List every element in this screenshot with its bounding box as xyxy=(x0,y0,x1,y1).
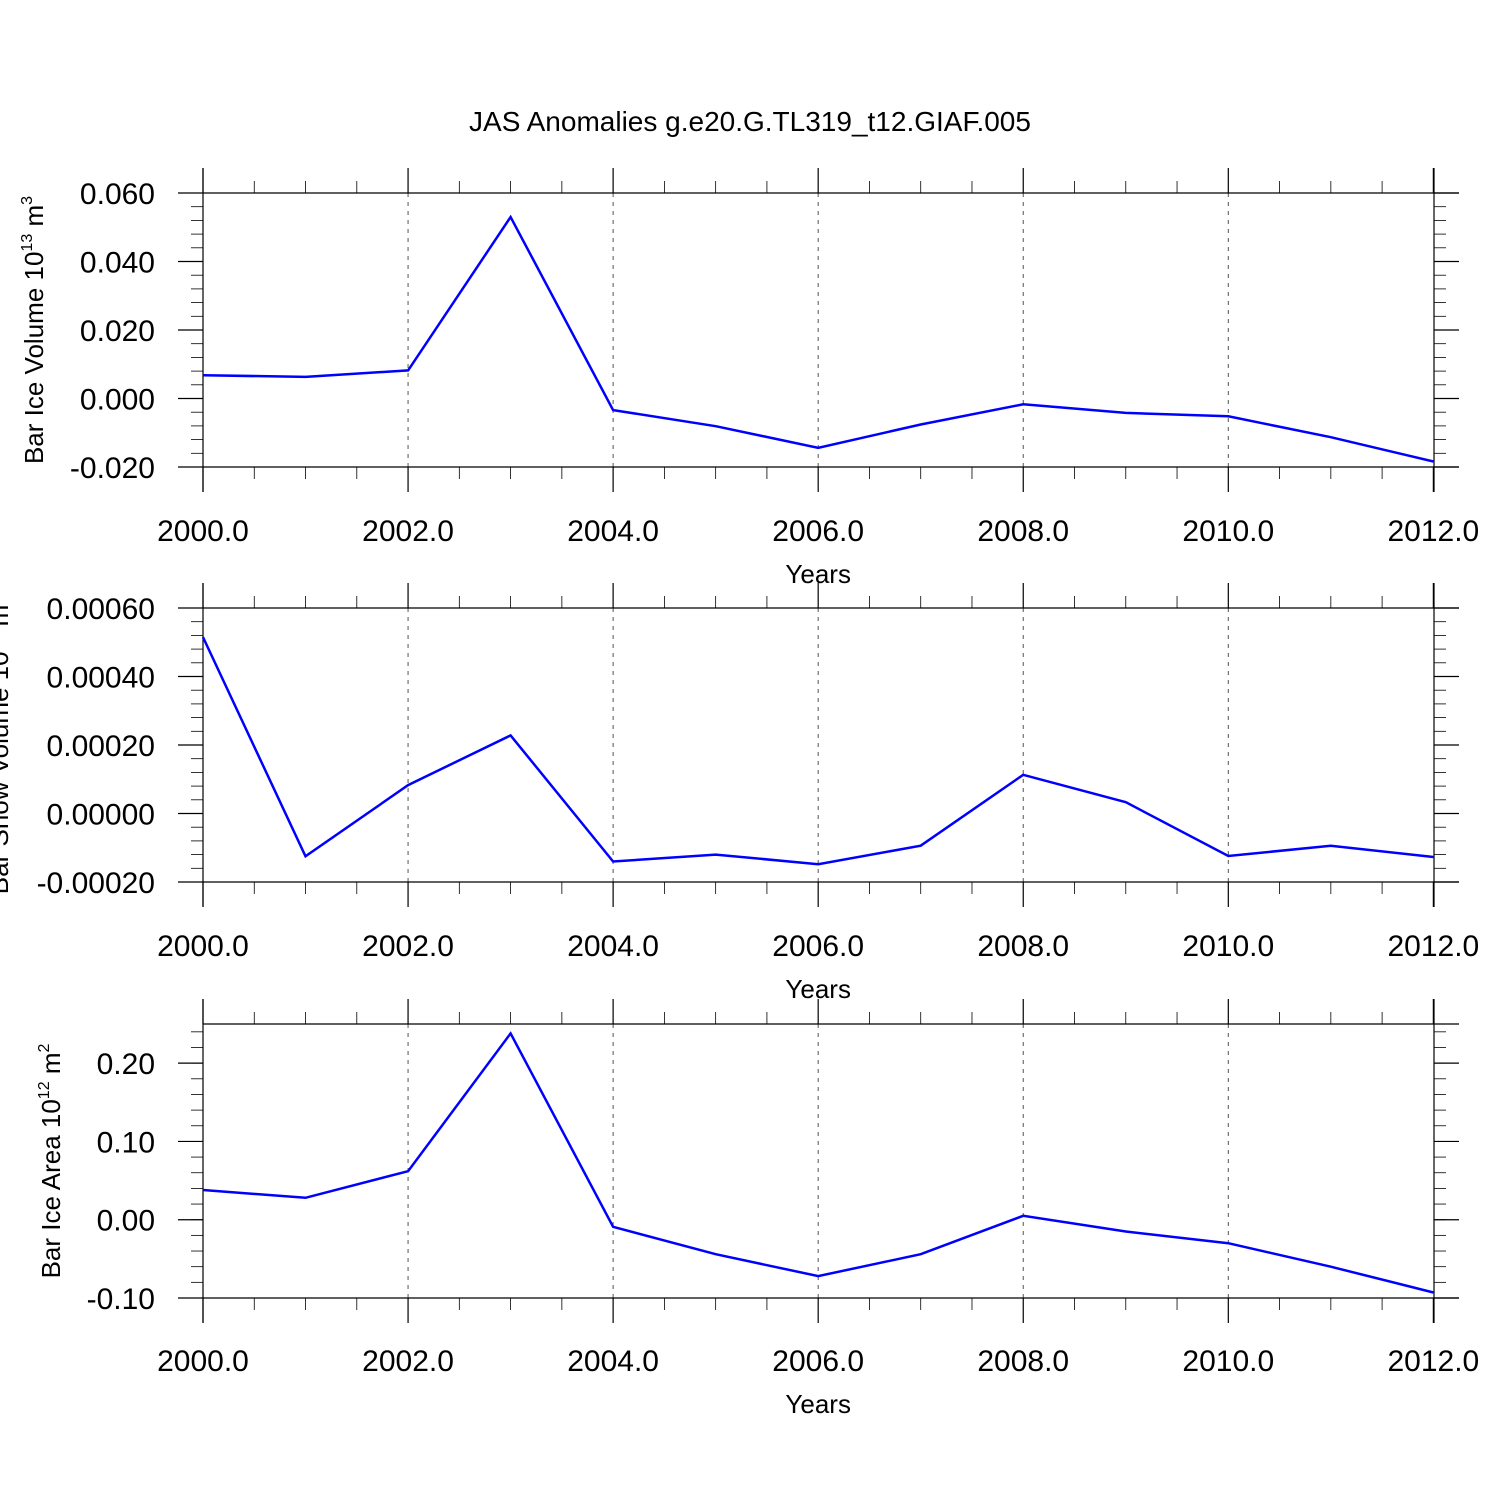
x-tick-label: 2004.0 xyxy=(567,1345,659,1378)
x-tick-label: 2008.0 xyxy=(977,515,1069,548)
x-tick-label: 2000.0 xyxy=(157,930,249,963)
y-tick-label: 0.020 xyxy=(80,315,155,348)
x-tick-label: 2006.0 xyxy=(772,930,864,963)
y-axis-label: Bar Ice Area 1012 m2 xyxy=(36,1043,66,1278)
x-tick-label: 2006.0 xyxy=(772,515,864,548)
x-tick-label: 2004.0 xyxy=(567,930,659,963)
x-tick-label: 2002.0 xyxy=(362,930,454,963)
y-tick-label: 0.10 xyxy=(97,1126,155,1159)
y-tick-label: 0.040 xyxy=(80,247,155,280)
x-tick-label: 2012.0 xyxy=(1387,515,1479,548)
chart-title: JAS Anomalies g.e20.G.TL319_t12.GIAF.005 xyxy=(469,106,1031,137)
y-axis-label: Bar Snow Volume 1013 m3 xyxy=(0,596,14,895)
panel-2: -0.00020 0.00000 0.00020 0.00040 0.00060 2000… xyxy=(0,583,1479,1004)
x-tick-label: 2012.0 xyxy=(1387,930,1479,963)
y-tick-label: 0.000 xyxy=(80,384,155,417)
y-tick-label: 0.060 xyxy=(80,178,155,211)
y-tick-label: 0.00060 xyxy=(47,593,155,626)
y-axis-label: Bar Ice Volume 1013 m3 xyxy=(19,196,49,464)
x-tick-label: 2010.0 xyxy=(1182,1345,1274,1378)
x-tick-label: 2010.0 xyxy=(1182,930,1274,963)
x-tick-label: 2010.0 xyxy=(1182,515,1274,548)
x-tick-label: 2006.0 xyxy=(772,1345,864,1378)
y-tick-label: -0.020 xyxy=(70,452,155,485)
y-tick-label: -0.10 xyxy=(87,1283,155,1316)
series-line xyxy=(201,636,1434,866)
x-tick-label: 2002.0 xyxy=(362,1345,454,1378)
panel-3: -0.10 0.00 0.10 0.20 2000.0 2002.0 2004.0 2006.… xyxy=(36,999,1479,1419)
y-tick-label: 0.00020 xyxy=(47,730,155,763)
series-line xyxy=(202,214,1434,463)
x-tick-label: 2004.0 xyxy=(567,515,659,548)
y-tick-label: 0.20 xyxy=(97,1048,155,1081)
x-tick-label: 2000.0 xyxy=(157,1345,249,1378)
panels: -0.020 0.000 0.020 0.040 0.060 2000.0 2002.0 20… xyxy=(0,168,1479,1419)
x-tick-label: 2008.0 xyxy=(977,1345,1069,1378)
panel-1: -0.020 0.000 0.020 0.040 0.060 2000.0 2002.0 20… xyxy=(19,168,1479,589)
x-tick-label: 2002.0 xyxy=(362,515,454,548)
x-tick-label: 2008.0 xyxy=(977,930,1069,963)
y-tick-label: 0.00000 xyxy=(47,799,155,832)
x-tick-label: 2000.0 xyxy=(157,515,249,548)
y-tick-label: 0.00040 xyxy=(47,662,155,695)
y-tick-label: -0.00020 xyxy=(37,867,155,900)
y-tick-label: 0.00 xyxy=(97,1205,155,1238)
x-axis-label: Years xyxy=(785,1389,851,1419)
x-tick-label: 2012.0 xyxy=(1387,1345,1479,1378)
